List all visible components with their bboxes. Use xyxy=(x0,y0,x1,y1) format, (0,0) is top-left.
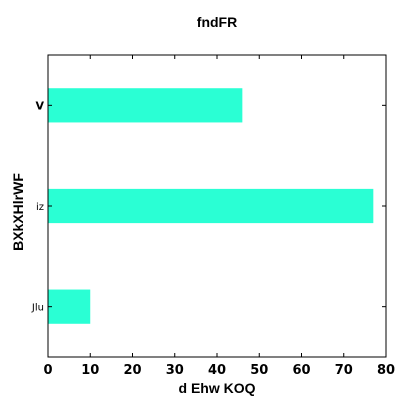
x-tick-label: 40 xyxy=(208,363,226,378)
x-tick-label: 60 xyxy=(292,363,310,378)
y-tick-label: Jlu xyxy=(31,303,44,314)
y-tick-label: V xyxy=(35,99,44,112)
y-axis-label: BXkXHlrWF xyxy=(10,173,26,251)
x-tick-label: 50 xyxy=(250,363,268,378)
bar-iz xyxy=(48,188,374,224)
y-tick-label: iz xyxy=(36,202,44,213)
ticks-layer: Jlu iz V 0 10 20 30 40 50 60 70 80 xyxy=(31,55,395,378)
x-axis-label: d Ehw KOQ xyxy=(179,380,256,396)
x-tick-label: 0 xyxy=(43,363,52,378)
x-tick-label: 20 xyxy=(123,363,141,378)
bars-layer xyxy=(48,88,374,324)
x-tick-label: 30 xyxy=(166,363,184,378)
chart-title: fndFR xyxy=(197,14,237,30)
bar-v xyxy=(48,88,243,123)
x-tick-label: 70 xyxy=(335,363,353,378)
x-tick-label: 80 xyxy=(377,363,395,378)
x-tick-label: 10 xyxy=(81,363,99,378)
bar-jlu xyxy=(48,289,91,324)
